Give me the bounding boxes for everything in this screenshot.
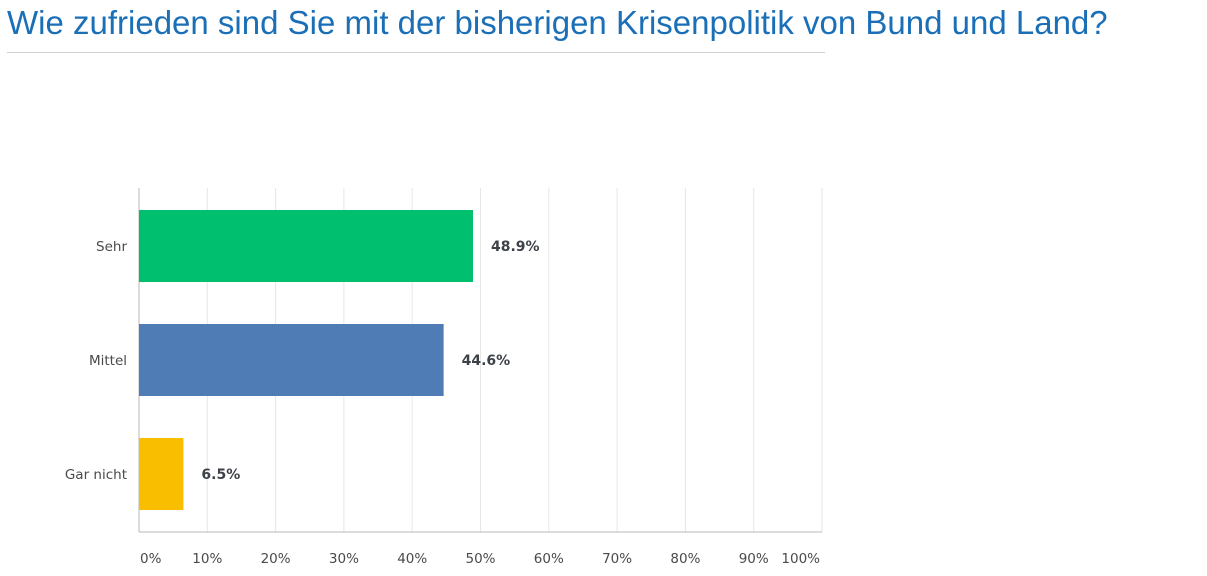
bars bbox=[139, 210, 473, 510]
value-label: 48.9% bbox=[491, 239, 540, 255]
bar bbox=[139, 210, 473, 282]
value-labels: 48.9% 44.6% 6.5% bbox=[201, 239, 539, 483]
value-label: 44.6% bbox=[462, 353, 511, 369]
x-tick-labels: 0% 10% 20% 30% 40% 50% 60% 70% 80% 90% 100% bbox=[140, 551, 820, 567]
x-tick-label: 90% bbox=[739, 551, 769, 567]
x-tick-label: 50% bbox=[465, 551, 495, 567]
category-label: Sehr bbox=[96, 239, 127, 255]
category-labels: Sehr Mittel Gar nicht bbox=[65, 239, 128, 483]
chart-title: Wie zufrieden sind Sie mit der bisherige… bbox=[7, 4, 1108, 41]
x-tick-label: 10% bbox=[192, 551, 222, 567]
bar bbox=[139, 438, 184, 510]
x-tick-label: 80% bbox=[670, 551, 700, 567]
x-tick-label: 60% bbox=[534, 551, 564, 567]
x-tick-label: 70% bbox=[602, 551, 632, 567]
title-divider bbox=[7, 52, 825, 53]
category-label: Gar nicht bbox=[65, 467, 127, 483]
x-tick-label: 30% bbox=[329, 551, 359, 567]
category-label: Mittel bbox=[89, 353, 127, 369]
x-tick-label: 20% bbox=[261, 551, 291, 567]
x-tick-label: 40% bbox=[397, 551, 427, 567]
x-tick-label: 100% bbox=[781, 551, 820, 567]
value-label: 6.5% bbox=[201, 467, 240, 483]
bar bbox=[139, 324, 444, 396]
x-tick-label: 0% bbox=[140, 551, 162, 567]
